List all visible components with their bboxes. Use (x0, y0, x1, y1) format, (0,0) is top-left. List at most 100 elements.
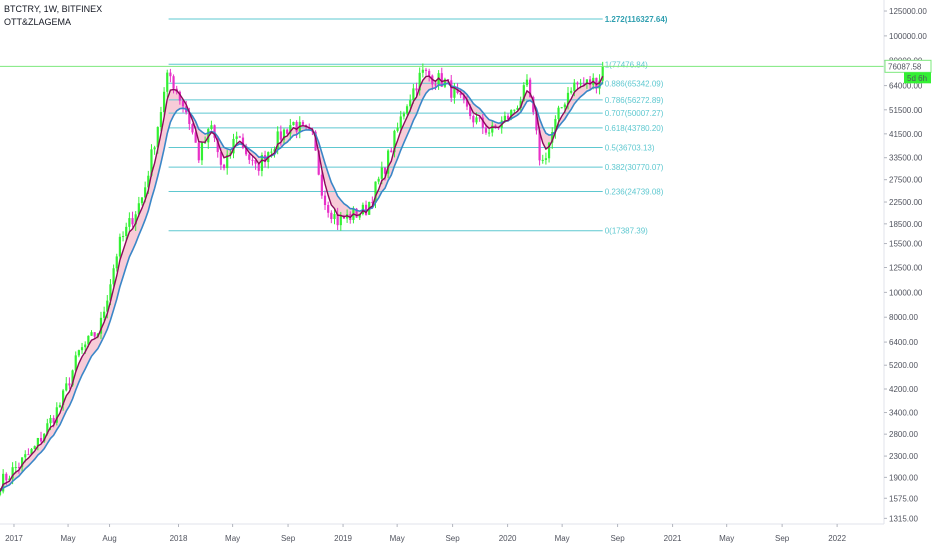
price-tick-label: 1315.00 (889, 514, 918, 523)
candle-body (563, 104, 566, 108)
candle-body (453, 88, 456, 98)
candle-body (443, 79, 447, 87)
fib-level-label: 0.886(65342.09) (605, 79, 664, 88)
candle-body (393, 130, 396, 153)
candle-body (210, 125, 213, 129)
price-tick-label: 4200.00 (889, 385, 918, 394)
candle-body (456, 88, 459, 93)
candle-body (516, 107, 519, 110)
candle-body (156, 127, 159, 148)
countdown-box (904, 72, 931, 84)
price-tick-label: 22500.00 (889, 198, 923, 207)
price-tick-label: 64000.00 (889, 82, 923, 91)
fib-level-label: 0.236(24739.08) (605, 187, 664, 196)
candle-body (112, 268, 115, 285)
candle-body (595, 77, 598, 89)
candle-body (58, 405, 62, 408)
price-tick-label: 125000.00 (889, 7, 927, 16)
candle-body (43, 433, 46, 442)
candle-body (219, 152, 222, 165)
candle-body (481, 117, 484, 128)
candle-body (90, 332, 93, 336)
candle-body (172, 76, 175, 89)
time-tick-label: May (719, 534, 734, 543)
candle-body (371, 201, 374, 203)
candle-body (144, 187, 147, 198)
candle-body (84, 344, 87, 348)
price-tick-label: 51500.00 (889, 106, 923, 115)
price-tick-label: 1900.00 (889, 473, 918, 482)
candle-body (52, 417, 55, 423)
candle-body (74, 355, 77, 371)
candle-body (33, 446, 36, 449)
candle-body (478, 117, 481, 119)
candle-body (465, 99, 469, 107)
candle-body (554, 119, 557, 133)
candle-body (409, 100, 412, 107)
candle-body (147, 175, 150, 188)
candle-body (535, 112, 538, 131)
candle-body (440, 73, 443, 87)
candle-body (282, 129, 286, 140)
candle-body (197, 142, 200, 161)
candle-body (68, 383, 71, 386)
candle-body (405, 106, 409, 114)
candle-body (128, 218, 131, 227)
candle-body (566, 92, 570, 105)
candle-body (245, 147, 248, 155)
candle-body (380, 167, 383, 179)
candle-body (472, 115, 475, 123)
candle-body (166, 72, 169, 92)
time-axis[interactable]: 2017 May Aug 2018 May Sep 2019 May Sep 2020 May Sep… (5, 524, 847, 543)
candle-body (551, 132, 554, 143)
candle-body (254, 160, 257, 164)
candle-body (30, 448, 33, 455)
candle-body (109, 284, 112, 301)
candle-body (396, 127, 399, 131)
fib-level-label: 1(77476.84) (605, 60, 648, 69)
candle-body (191, 123, 194, 133)
candle-body (8, 478, 11, 481)
candle-body (131, 218, 134, 225)
candle-body (301, 121, 305, 125)
candle-body (289, 125, 292, 134)
time-tick-label: 2017 (5, 534, 23, 543)
candle-body (598, 80, 601, 89)
candle-body (529, 79, 532, 98)
candle-body (260, 155, 264, 171)
candle-body (323, 195, 327, 206)
candle-body (320, 174, 323, 196)
time-tick-label: Sep (445, 534, 460, 543)
ott-fill-layer (0, 76, 603, 492)
candle-body (588, 79, 592, 85)
candle-body (0, 491, 2, 495)
candle-body (519, 100, 522, 108)
candle-body (491, 125, 494, 133)
fib-level-label: 0.618(43780.20) (605, 124, 664, 133)
indicator-title: OTT&ZLAGEMA (4, 17, 72, 27)
candle-body (475, 117, 478, 123)
candle-body (510, 110, 513, 120)
candle-body (292, 121, 295, 126)
time-tick-label: May (61, 534, 76, 543)
candle-body (582, 83, 585, 85)
candle-body (159, 112, 163, 128)
candle-body (547, 142, 551, 159)
time-tick-label: May (390, 534, 405, 543)
candle-body (17, 467, 21, 469)
candle-body (314, 131, 317, 151)
price-axis[interactable]: 125000.00100000.0080000.0064000.0051500.… (884, 7, 927, 523)
candle-body (200, 142, 204, 161)
candle-body (484, 127, 488, 133)
price-tick-label: 33500.00 (889, 154, 923, 163)
ott-band-fill (0, 76, 603, 492)
candle-body (24, 454, 27, 458)
indicator-lines (0, 75, 604, 493)
candle-body (235, 136, 238, 139)
candle-body (257, 163, 260, 171)
candle-body (544, 158, 548, 160)
candle-body (402, 113, 406, 117)
fib-level-label: 1.272(116327.64) (605, 15, 668, 24)
candle-body (188, 112, 191, 124)
